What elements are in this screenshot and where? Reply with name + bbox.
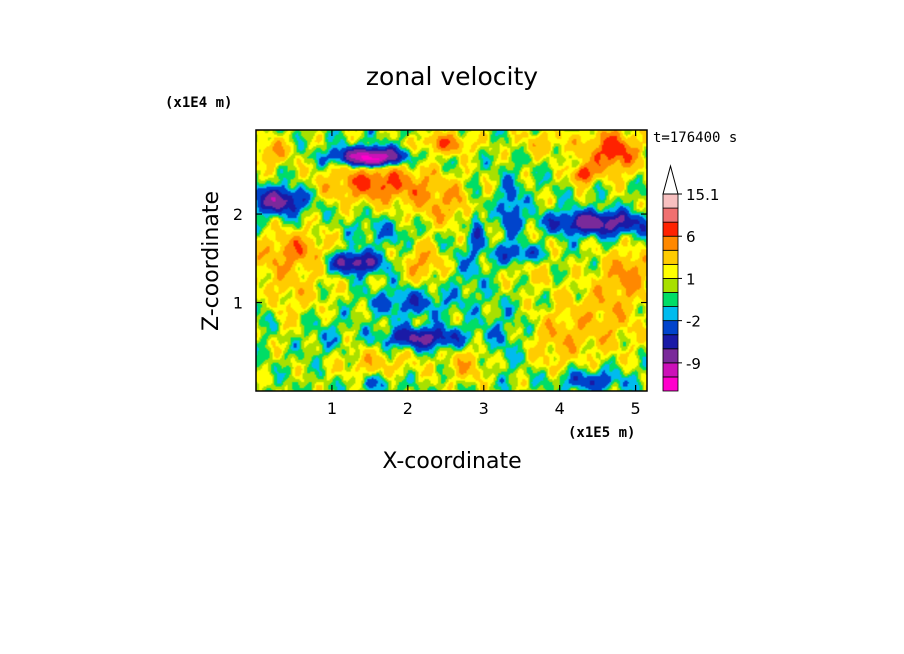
x-tick-label: 4	[555, 399, 565, 418]
colorbar-segment	[662, 348, 679, 364]
x-axis-label: X-coordinate	[382, 449, 521, 474]
colorbar-segment	[662, 235, 679, 251]
colorbar-segment	[662, 193, 679, 209]
y-tick-label: 1	[233, 294, 243, 313]
colorbar-segment	[662, 207, 679, 223]
colorbar-segment	[662, 221, 679, 237]
x-tick-label: 5	[631, 399, 641, 418]
x-unit-label: (x1E5 m)	[568, 425, 635, 441]
chart-title: zonal velocity	[366, 62, 538, 91]
x-axis-ticks: 1 2 3 4 5	[327, 130, 641, 418]
colorbar-label: 6	[686, 228, 696, 246]
plot-frame	[255, 129, 648, 392]
colorbar-segment	[662, 263, 679, 279]
x-tick-label: 2	[403, 399, 413, 418]
y-axis-label: Z-coordinate	[199, 191, 224, 331]
colorbar-segment	[662, 376, 679, 392]
x-tick-label: 3	[479, 399, 489, 418]
colorbar-segment	[662, 249, 679, 265]
time-label: t=176400 s	[653, 130, 737, 146]
colorbar-label: 1	[686, 270, 696, 288]
colorbar-segment	[662, 278, 679, 293]
colorbar-segment	[662, 320, 679, 336]
colorbar-label: -9	[686, 355, 701, 373]
y-unit-label: (x1E4 m)	[165, 95, 232, 111]
colorbar-extend-cap	[662, 164, 679, 195]
colorbar-segment	[662, 362, 679, 378]
colorbar-label: 15.1	[686, 186, 719, 204]
y-tick-label: 2	[233, 205, 243, 224]
colorbar: 15.1 6 1 -2 -9	[662, 164, 719, 392]
heatmap-field	[256, 130, 647, 391]
colorbar-segment	[662, 292, 679, 307]
x-tick-label: 1	[327, 399, 337, 418]
colorbar-label: -2	[686, 313, 701, 331]
colorbar-segment	[662, 334, 679, 350]
colorbar-segment	[662, 306, 679, 322]
y-axis-ticks: 12	[233, 205, 647, 313]
